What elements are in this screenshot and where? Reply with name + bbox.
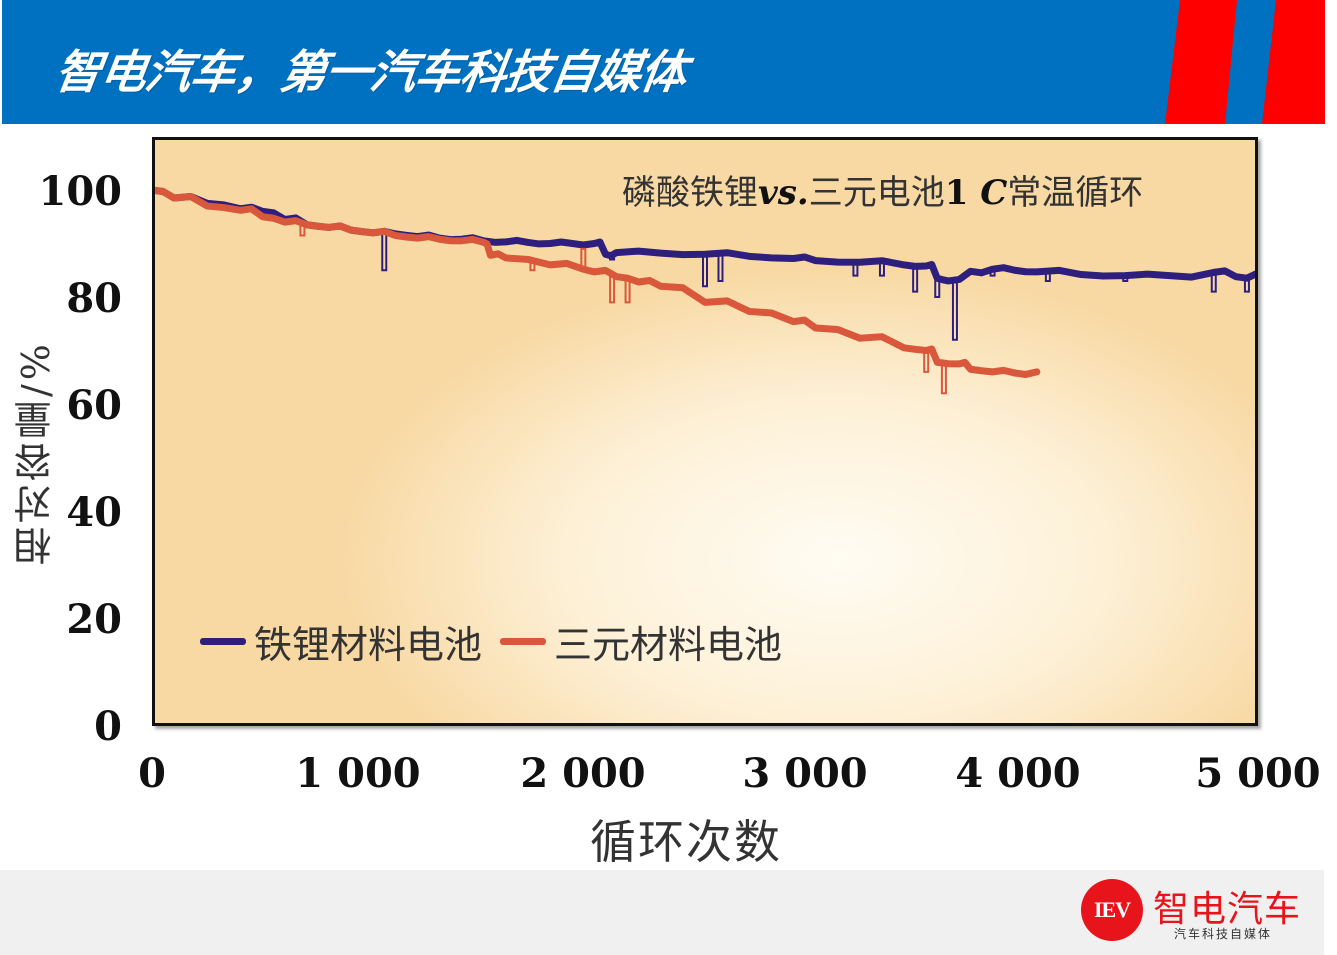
chart-title: 磷酸铁锂vs.三元电池1 C常温循环	[622, 173, 1144, 213]
series-dip	[923, 350, 930, 373]
y-tick-label: 100	[38, 168, 123, 215]
logo-tagline: 汽车科技自媒体	[1174, 927, 1273, 941]
y-tick-label: 0	[94, 703, 122, 750]
series-dip	[299, 224, 306, 237]
series-line	[155, 186, 1041, 378]
chart-legend: 铁锂材料电池 三元材料电池	[200, 614, 800, 669]
series-dip	[580, 247, 587, 270]
series-dip	[1122, 275, 1129, 282]
series-dip	[951, 278, 958, 341]
x-tick-label: 0	[138, 750, 166, 797]
x-axis-label: 循环次数	[590, 815, 782, 869]
series-dip	[989, 269, 996, 277]
y-tick-label: 60	[66, 382, 122, 429]
x-tick-label: 2 000	[520, 750, 646, 797]
legend-swatch-blue	[200, 638, 246, 645]
series-dip	[878, 263, 885, 277]
y-tick-label: 80	[66, 275, 122, 322]
series-dip	[381, 233, 388, 272]
series-dip	[1044, 272, 1051, 282]
series-dip	[609, 275, 616, 304]
series-dip	[624, 279, 631, 304]
plot-lines	[155, 186, 1255, 395]
y-tick-label: 40	[66, 489, 122, 536]
x-tick-label: 1 000	[295, 750, 421, 797]
header-red-stripe	[1165, 0, 1237, 124]
series-dip	[1210, 272, 1217, 293]
legend-item-lfp: 铁锂材料电池	[200, 614, 482, 669]
y-tick-label: 20	[66, 596, 122, 643]
series-dip	[852, 262, 859, 277]
plot-area	[152, 137, 1258, 726]
x-tick-label: 4 000	[955, 750, 1081, 797]
header-red-stripe	[1262, 0, 1337, 124]
legend-swatch-red	[500, 638, 547, 645]
series-dip	[912, 265, 919, 293]
series-dip	[702, 254, 708, 288]
series-dip	[940, 362, 947, 395]
legend-item-ncm: 三元材料电池	[500, 614, 782, 669]
series-dip	[529, 262, 536, 272]
series-dip	[609, 253, 616, 261]
header-banner: 智电汽车，第一汽车科技自媒体	[2, 0, 1337, 124]
series-dip	[1243, 274, 1250, 293]
logo-name: 智电汽车	[1153, 889, 1302, 930]
iev-logo-badge: IEV	[1081, 879, 1143, 941]
header-title: 智电汽车，第一汽车科技自媒体	[51, 45, 690, 99]
x-tick-label: 3 000	[742, 750, 868, 797]
x-tick-label: 5 000	[1195, 750, 1321, 797]
series-dip	[934, 278, 941, 298]
series-dip	[717, 254, 724, 282]
